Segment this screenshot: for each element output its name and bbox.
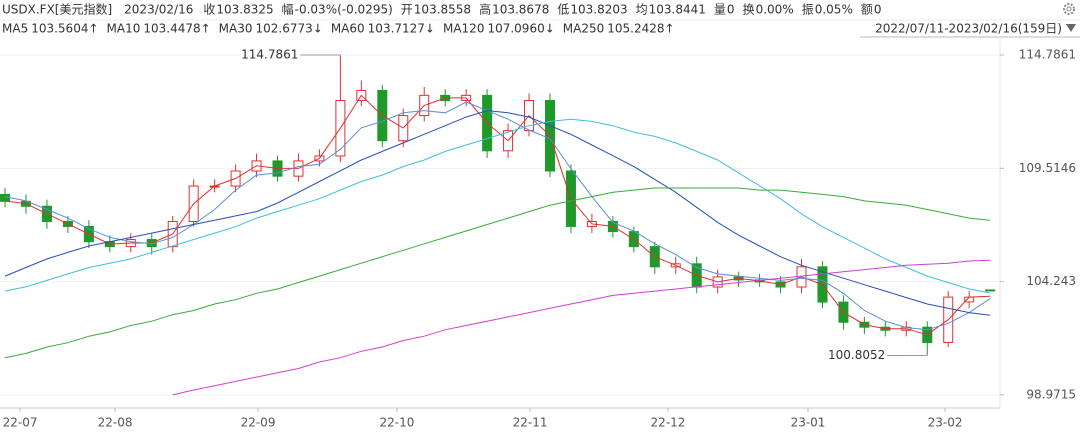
y-tick-label: 98.9715 bbox=[1026, 387, 1076, 401]
legend-name: MA10 bbox=[107, 22, 141, 36]
legend-name: MA5 bbox=[2, 22, 28, 36]
quote-label: 开 bbox=[401, 3, 413, 17]
quote-value: 103.8678 bbox=[492, 3, 549, 17]
x-tick-label: 22-09 bbox=[241, 416, 276, 430]
y-tick-label: 104.243 bbox=[1026, 274, 1076, 288]
quote-value: 103.8203 bbox=[570, 3, 627, 17]
quote-label: 均 bbox=[636, 3, 648, 17]
quote-value: 0 bbox=[727, 3, 735, 17]
ma-line bbox=[172, 259, 991, 396]
legend-name: MA30 bbox=[219, 22, 253, 36]
x-tick-label: 22-07 bbox=[3, 416, 38, 430]
quote-label: 收 bbox=[203, 3, 215, 17]
x-tick-label: 22-10 bbox=[380, 416, 415, 430]
quote-value: 103.8558 bbox=[414, 3, 471, 17]
legend-name: MA60 bbox=[331, 22, 365, 36]
settings-icon[interactable] bbox=[1063, 3, 1075, 15]
legend-value: 103.5604↑ bbox=[31, 22, 98, 36]
ma-line bbox=[4, 110, 991, 316]
quote-value: 103.8325 bbox=[216, 3, 273, 17]
quote-label: 换 bbox=[743, 3, 755, 17]
ma-line bbox=[4, 94, 991, 336]
ma-line bbox=[4, 118, 991, 294]
quote-value: 0.00% bbox=[756, 3, 794, 17]
axes: 114.7861 109.5146 104.243 98.9715 22-07 22-08… bbox=[0, 48, 1076, 430]
annotation: 100.8052 bbox=[828, 348, 885, 362]
y-tick-label: 109.5146 bbox=[1019, 161, 1076, 175]
candle-body bbox=[0, 193, 11, 202]
legend-name: MA120 bbox=[443, 22, 484, 36]
quote-label: 低 bbox=[557, 3, 569, 17]
x-tick-label: 22-08 bbox=[98, 416, 133, 430]
candle-body bbox=[985, 289, 996, 292]
legend-value: 102.6773↓ bbox=[256, 22, 323, 36]
x-tick-label: 22-11 bbox=[513, 416, 548, 430]
date: 2023/02/16 bbox=[124, 3, 193, 17]
range-text: 2022/07/11-2023/02/16(159日) bbox=[875, 22, 1062, 36]
x-tick-label: 23-02 bbox=[928, 416, 963, 430]
gear bbox=[1063, 3, 1075, 15]
ma-line bbox=[4, 101, 991, 331]
legend-value: 103.7127↓ bbox=[368, 22, 435, 36]
annotation: 114.7861 bbox=[241, 48, 298, 62]
quote-value: 0 bbox=[874, 3, 882, 17]
quote-label: 量 bbox=[714, 3, 726, 17]
symbol: USDX.FX[美元指数] bbox=[2, 2, 112, 17]
quote-label: 幅 bbox=[282, 2, 294, 17]
range-dropdown[interactable] bbox=[1066, 24, 1076, 32]
legend-value: 103.4478↑ bbox=[143, 22, 210, 36]
ma-line bbox=[4, 187, 991, 359]
quote-value: 103.8441 bbox=[649, 3, 706, 17]
legend-name: MA250 bbox=[563, 22, 604, 36]
legend-value: 107.0960↓ bbox=[487, 22, 554, 36]
y-tick-label: 114.7861 bbox=[1019, 48, 1076, 62]
quote-label: 额 bbox=[861, 3, 873, 17]
x-tick-label: 22-12 bbox=[651, 416, 686, 430]
quote-label: 振 bbox=[802, 3, 814, 17]
x-tick-label: 23-01 bbox=[791, 416, 826, 430]
gear-hub bbox=[1066, 6, 1072, 12]
quote-label: 高 bbox=[479, 2, 491, 17]
quote-value: -0.03%(-0.0295) bbox=[295, 3, 393, 17]
legend-value: 105.2428↑ bbox=[607, 22, 674, 36]
quote-value: 0.05% bbox=[815, 3, 853, 17]
